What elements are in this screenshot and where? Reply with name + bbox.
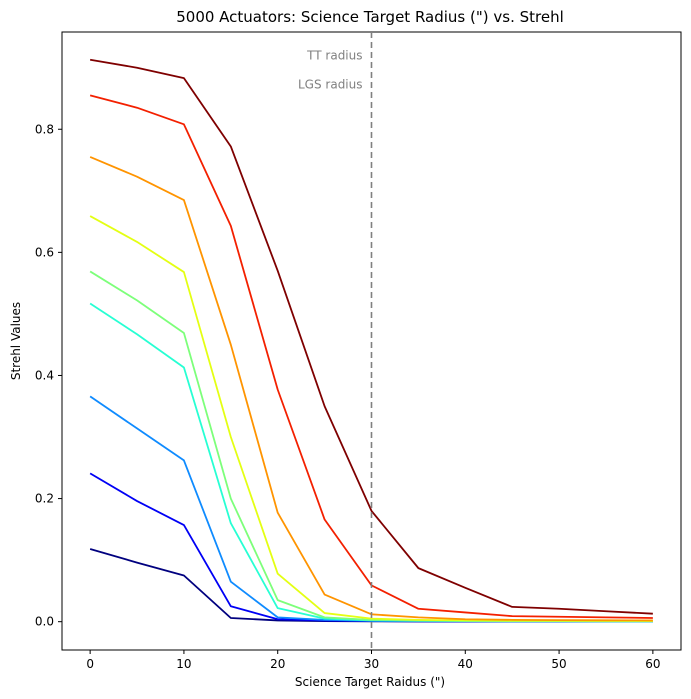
x-tick-label: 50 — [551, 657, 566, 671]
x-tick-label: 60 — [645, 657, 660, 671]
y-tick-label: 0.6 — [35, 245, 54, 259]
x-axis-ticks: 0 10 20 30 40 50 60 — [86, 650, 661, 671]
y-tick-label: 0.0 — [35, 615, 54, 629]
x-tick-label: 0 — [86, 657, 94, 671]
chart-title: 5000 Actuators: Science Target Radius ("… — [176, 8, 564, 26]
y-axis-ticks: 0.0 0.2 0.4 0.6 0.8 — [35, 122, 62, 629]
annotation-group: TT radius LGS radius — [298, 48, 363, 91]
y-axis-label: Strehl Values — [9, 302, 23, 380]
series-line-9 — [89, 58, 653, 615]
x-axis-label: Science Target Raidus (") — [295, 675, 445, 689]
y-tick-label: 0.4 — [35, 368, 54, 382]
y-tick-label: 0.8 — [35, 122, 54, 136]
x-tick-label: 10 — [176, 657, 191, 671]
y-tick-label: 0.2 — [35, 492, 54, 506]
x-tick-label: 40 — [458, 657, 473, 671]
annotation-label-2: LGS radius — [298, 77, 363, 91]
x-tick-label: 20 — [270, 657, 285, 671]
x-tick-label: 30 — [364, 657, 379, 671]
annotation-label-1: TT radius — [306, 48, 362, 62]
